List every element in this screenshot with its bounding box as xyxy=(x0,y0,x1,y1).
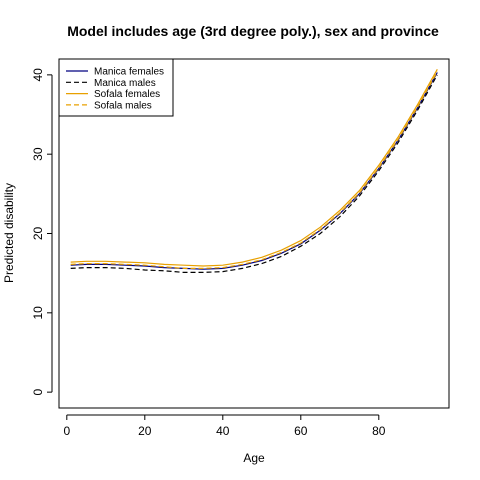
series-line-2 xyxy=(70,74,438,273)
y-tick-label: 40 xyxy=(31,68,45,82)
legend-label: Sofala females xyxy=(94,89,160,100)
plot-frame xyxy=(58,58,450,409)
y-axis-label: Predicted disability xyxy=(2,183,16,283)
x-tick-label: 80 xyxy=(372,424,386,438)
y-tick-label: 30 xyxy=(31,147,45,161)
y-tick-label: 0 xyxy=(31,388,45,395)
series-line-4 xyxy=(70,71,438,269)
x-tick-label: 40 xyxy=(216,424,230,438)
chart-title: Model includes age (3rd degree poly.), s… xyxy=(67,23,439,39)
y-axis: 0 10 20 30 40 xyxy=(31,68,53,395)
legend-label: Sofala males xyxy=(94,100,152,111)
series-line-3 xyxy=(70,69,438,267)
x-tick-label: 0 xyxy=(63,424,70,438)
y-tick-label: 10 xyxy=(31,306,45,320)
series-lines xyxy=(70,69,438,273)
legend-label: Manica males xyxy=(94,78,156,89)
legend-label: Manica females xyxy=(94,67,164,78)
x-tick-label: 60 xyxy=(294,424,308,438)
x-tick-label: 20 xyxy=(138,424,152,438)
x-axis: 0 20 40 60 80 xyxy=(63,414,386,438)
legend-box xyxy=(58,58,174,117)
x-axis-label: Age xyxy=(243,451,265,465)
y-tick-label: 20 xyxy=(31,227,45,241)
